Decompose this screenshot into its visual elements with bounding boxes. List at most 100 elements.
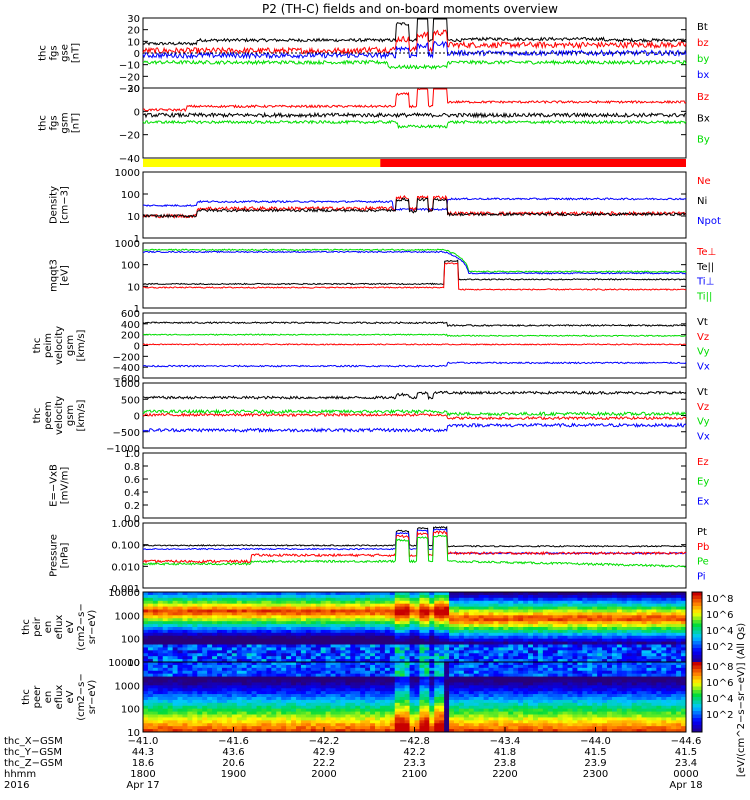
heatmap-cell: [207, 691, 213, 695]
heatmap-cell: [310, 659, 317, 663]
heatmap-cell: [286, 711, 292, 715]
heatmap-cell: [478, 679, 485, 683]
heatmap-cell: [419, 615, 425, 619]
heatmap-cell: [236, 609, 243, 613]
heatmap-cell: [463, 624, 470, 628]
heatmap-cell: [488, 597, 494, 602]
heatmap-cell: [231, 609, 238, 613]
heatmap-cell: [281, 597, 287, 602]
heatmap-cell: [212, 656, 218, 660]
heatmap-cell: [192, 647, 198, 651]
heatmap-cell: [330, 685, 336, 689]
heatmap-cell: [256, 673, 262, 677]
heatmap-cell: [562, 653, 568, 657]
heatmap-cell: [621, 644, 628, 648]
heatmap-cell: [217, 720, 223, 724]
heatmap-cell: [286, 720, 292, 724]
heatmap-cell: [444, 621, 450, 625]
heatmap-cell: [621, 615, 628, 619]
heatmap-cell: [532, 705, 539, 710]
heatmap-cell: [330, 603, 336, 607]
heatmap-cell: [532, 729, 539, 733]
heatmap-cell: [409, 679, 415, 683]
heatmap-cell: [518, 717, 524, 721]
heatmap-cell: [473, 659, 480, 663]
heatmap-cell: [143, 717, 149, 721]
heatmap-cell: [493, 667, 499, 672]
heatmap-cell: [503, 679, 509, 683]
heatmap-cell: [192, 635, 198, 640]
heatmap-cell: [399, 629, 406, 634]
heatmap-cell: [236, 653, 243, 657]
heatmap-cell: [217, 600, 223, 605]
heatmap-cell: [646, 603, 652, 607]
heatmap-cell: [444, 650, 450, 654]
heatmap-cell: [597, 650, 603, 654]
heatmap-cell: [226, 644, 233, 648]
heatmap-cell: [355, 650, 361, 654]
heatmap-cell: [360, 594, 366, 599]
heatmap-cell: [370, 667, 376, 672]
heatmap-cell: [523, 606, 529, 610]
heatmap-cell: [458, 594, 465, 599]
heatmap-cell: [542, 673, 549, 677]
heatmap-cell: [547, 685, 554, 689]
heatmap-cell: [310, 694, 317, 698]
heatmap-cell: [320, 682, 327, 686]
heatmap-cell: [291, 679, 297, 683]
heatmap-cell: [147, 621, 154, 625]
heatmap-cell: [429, 662, 435, 666]
heatmap-cell: [192, 685, 198, 689]
heatmap-cell: [582, 621, 588, 625]
heatmap-cell: [241, 600, 248, 605]
heatmap-cell: [266, 603, 272, 607]
heatmap-cell: [177, 688, 183, 692]
heatmap-cell: [157, 594, 164, 599]
heatmap-cell: [592, 653, 598, 657]
heatmap-cell: [226, 676, 233, 680]
heatmap-cell: [567, 717, 573, 721]
heatmap-cell: [300, 676, 307, 680]
heatmap-cell: [513, 673, 519, 677]
heatmap-cell: [379, 705, 386, 710]
heatmap-cell: [152, 688, 159, 692]
heatmap-cell: [567, 691, 573, 695]
heatmap-cell: [325, 638, 331, 642]
heatmap-cell: [147, 627, 154, 631]
heatmap-cell: [439, 688, 445, 692]
heatmap-cell: [379, 644, 386, 648]
heatmap-cell: [256, 664, 262, 669]
heatmap-cell: [375, 670, 381, 675]
heatmap-cell: [360, 612, 366, 616]
heatmap-cell: [379, 694, 386, 698]
heatmap-cell: [503, 670, 509, 675]
heatmap-cell: [404, 592, 410, 596]
heatmap-cell: [365, 679, 371, 683]
heatmap-cell: [172, 659, 178, 663]
heatmap-cell: [157, 635, 164, 640]
heatmap-cell: [666, 641, 672, 645]
heatmap-cell: [355, 638, 361, 642]
heatmap-cell: [291, 697, 297, 701]
heatmap-cell: [488, 702, 494, 707]
heatmap-cell: [562, 697, 568, 701]
heatmap-cell: [394, 629, 401, 634]
heatmap-cell: [296, 644, 302, 648]
legend-Ti⊥: Ti⊥: [696, 277, 714, 288]
heatmap-cell: [271, 682, 277, 686]
heatmap-cell: [266, 664, 272, 669]
heatmap-cell: [449, 711, 455, 715]
heatmap-cell: [172, 682, 178, 686]
heatmap-cell: [651, 592, 657, 596]
heatmap-cell: [567, 711, 573, 715]
heatmap-cell: [661, 615, 667, 619]
heatmap-cell: [325, 603, 331, 607]
heatmap-cell: [177, 635, 183, 640]
heatmap-cell: [325, 606, 331, 610]
heatmap-cell: [414, 641, 420, 645]
heatmap-cell: [463, 644, 470, 648]
heatmap-cell: [197, 714, 203, 718]
heatmap-cell: [557, 597, 563, 602]
heatmap-cell: [360, 688, 366, 692]
y-axis-label: [nPa]: [60, 542, 71, 568]
